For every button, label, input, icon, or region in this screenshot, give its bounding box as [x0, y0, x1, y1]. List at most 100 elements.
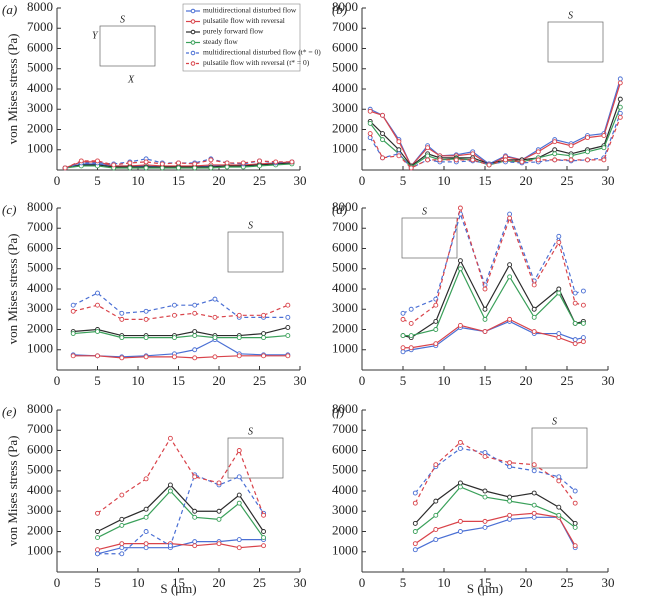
point — [568, 143, 574, 149]
point — [192, 161, 198, 167]
y-tick-label: 7000 — [332, 219, 358, 234]
y-tick-label: 2000 — [332, 320, 358, 335]
point — [437, 157, 443, 163]
point — [617, 76, 623, 82]
point — [171, 302, 177, 308]
point — [412, 520, 418, 526]
point — [176, 160, 181, 166]
legend-label: multidirectional disturbed flow — [203, 6, 297, 15]
point — [192, 474, 198, 480]
point — [408, 306, 414, 312]
point — [552, 157, 558, 163]
point — [457, 446, 463, 451]
x-tick-label: 0 — [54, 373, 61, 388]
point — [601, 133, 607, 139]
x-tick-label: 15 — [479, 575, 492, 590]
point — [601, 157, 607, 163]
point — [95, 551, 100, 557]
x-axis-label: S (μm) — [467, 581, 503, 596]
inset-label: S — [248, 220, 253, 231]
inset-label: S — [568, 10, 573, 21]
point — [396, 147, 402, 153]
y-axis-label: von Mises stress (Pa) — [5, 234, 20, 345]
x-tick-label: 25 — [253, 373, 266, 388]
x-tick-label: 5 — [94, 373, 101, 388]
point — [531, 314, 537, 320]
series-line — [73, 326, 288, 337]
point — [531, 306, 537, 312]
point — [572, 290, 578, 296]
x-tick-label: 10 — [132, 575, 145, 590]
x-tick-label: 30 — [294, 173, 307, 188]
point — [507, 464, 513, 470]
x-tick-label: 15 — [172, 575, 185, 590]
series-line — [369, 113, 621, 169]
point — [285, 314, 291, 320]
x-tick-label: 25 — [561, 575, 574, 590]
point — [433, 327, 439, 332]
point — [507, 274, 513, 280]
x-tick-label: 20 — [213, 173, 226, 188]
point — [127, 165, 133, 171]
x-tick-label: 20 — [520, 575, 533, 590]
point — [143, 159, 149, 165]
point — [572, 500, 578, 506]
inset-label: Y — [92, 30, 99, 41]
point — [412, 490, 418, 496]
point — [552, 147, 558, 153]
point — [167, 482, 173, 488]
point — [412, 541, 418, 547]
point — [457, 480, 463, 486]
point — [433, 341, 439, 347]
x-tick-label: 30 — [294, 373, 307, 388]
point — [192, 302, 198, 308]
series-line — [97, 437, 265, 516]
legend-label: pulsatile flow with reversal — [203, 16, 285, 25]
point — [531, 462, 537, 468]
y-tick-label: 4000 — [27, 482, 53, 497]
point — [127, 160, 133, 166]
point — [216, 541, 222, 547]
point — [482, 518, 488, 524]
y-tick-label: 8000 — [27, 401, 53, 416]
point — [433, 318, 439, 324]
inset-label: X — [127, 74, 135, 85]
point — [119, 355, 125, 361]
point — [457, 439, 463, 445]
y-tick-label: 2000 — [27, 320, 53, 335]
point — [568, 157, 574, 163]
point — [425, 145, 431, 151]
point — [171, 335, 177, 341]
series-line — [97, 484, 265, 533]
point — [572, 520, 578, 526]
point — [143, 514, 149, 520]
series-line — [414, 482, 576, 524]
point — [457, 484, 463, 490]
point — [552, 151, 558, 157]
point — [519, 159, 525, 165]
point — [289, 159, 295, 165]
x-tick-label: 5 — [400, 575, 407, 590]
point — [400, 316, 406, 322]
panel: 1000 2000 3000 4000 5000 6000 7000 8000 0 5 10 15 20… — [332, 0, 623, 188]
x-tick-label: 25 — [253, 173, 266, 188]
panel-label: (f) — [332, 404, 344, 419]
point — [143, 529, 149, 534]
y-tick-label: 8000 — [27, 199, 53, 214]
point — [531, 490, 537, 496]
point — [192, 508, 198, 514]
y-tick-label: 3000 — [27, 300, 53, 315]
legend-marker — [190, 61, 196, 66]
point — [433, 527, 439, 532]
y-tick-label: 5000 — [332, 462, 358, 477]
series-line — [403, 318, 584, 349]
point — [119, 516, 125, 522]
point — [261, 331, 266, 336]
point — [216, 516, 222, 522]
y-tick-label: 8000 — [332, 0, 358, 14]
panel-label: (b) — [332, 2, 347, 17]
point — [580, 320, 586, 326]
panel: 1000 2000 3000 4000 5000 6000 7000 8000 0 5 10 15 20… — [2, 401, 307, 596]
point — [257, 163, 262, 169]
